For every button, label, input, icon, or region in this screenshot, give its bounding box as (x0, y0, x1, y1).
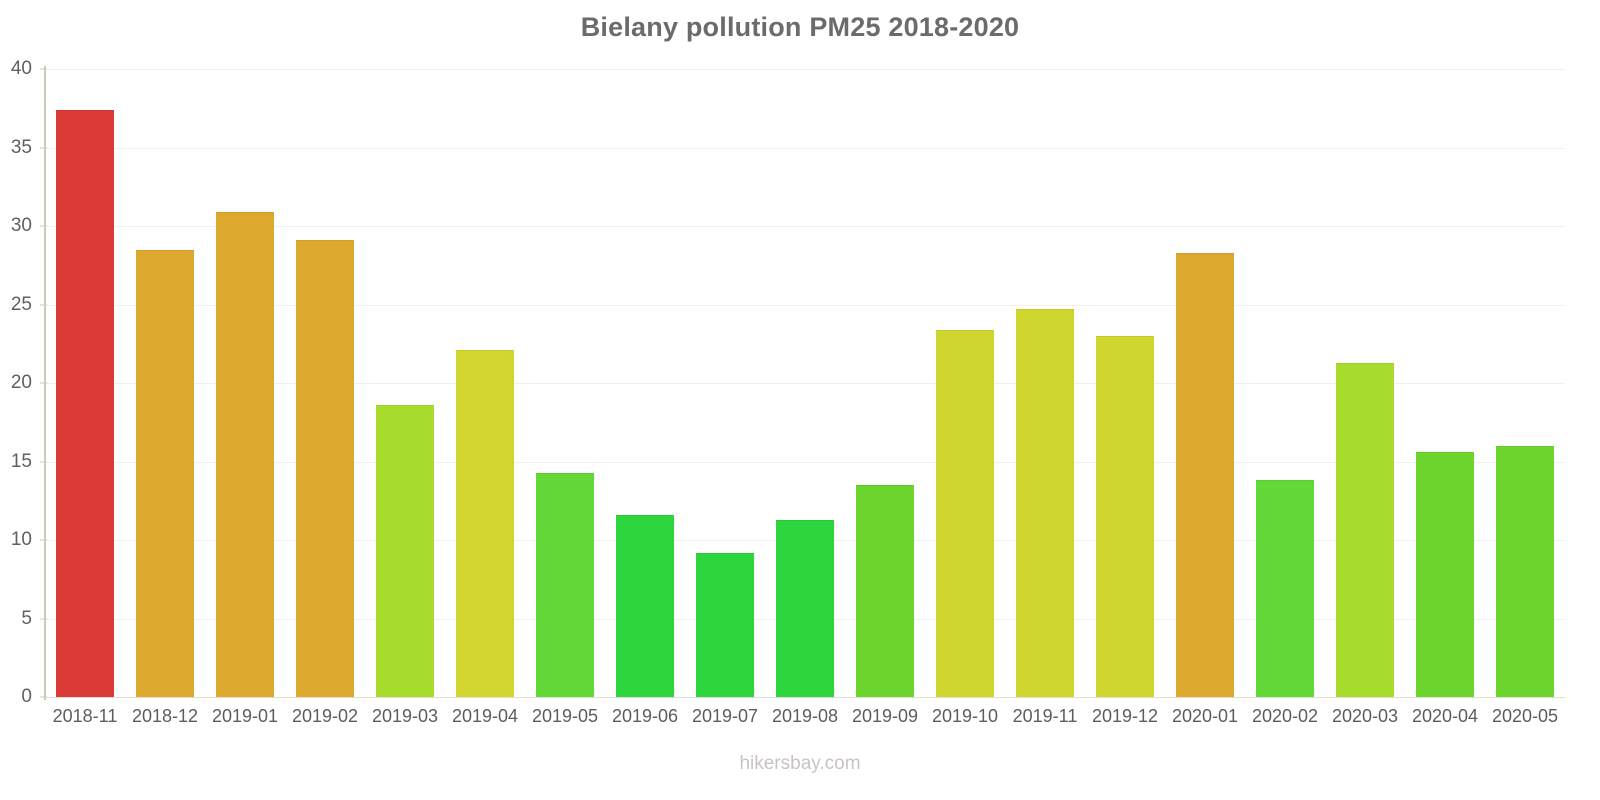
x-tick-label: 2018-11 (52, 706, 118, 726)
x-tick-label: 2020-03 (1331, 706, 1399, 726)
gridline (45, 697, 1565, 698)
x-tick-label: 2019-02 (291, 706, 359, 726)
x-tick-label: 2018-12 (131, 706, 199, 726)
y-tick-mark (40, 696, 47, 698)
x-tick-label: 2019-11 (1012, 706, 1078, 726)
bar[interactable] (776, 519, 834, 697)
y-tick-mark (40, 225, 47, 227)
bar[interactable] (536, 472, 594, 697)
bar[interactable] (376, 404, 434, 697)
x-tick-label: 2020-02 (1251, 706, 1319, 726)
y-tick-mark (40, 147, 47, 148)
x-tick-label: 2019-12 (1091, 706, 1159, 726)
x-tick-label: 2019-06 (611, 706, 679, 726)
bar[interactable] (936, 329, 994, 697)
y-tick-label: 40 (10, 58, 32, 79)
x-tick-label: 2019-08 (771, 706, 839, 726)
y-tick-mark (40, 461, 47, 462)
bar[interactable] (216, 211, 274, 697)
chart-title: Bielany pollution PM25 2018-2020 (580, 12, 1020, 42)
bar[interactable] (856, 485, 914, 697)
bar[interactable] (1016, 309, 1074, 697)
gridline (45, 147, 1565, 149)
gridline (45, 383, 1565, 384)
y-tick-mark (40, 68, 47, 70)
y-tick-label: 35 (10, 136, 32, 158)
footer-watermark: hikersbay.com (739, 753, 861, 774)
y-tick-label: 10 (10, 529, 32, 550)
x-axis-labels: 2018-11 2018-12 2019-01 2019-02 2019-03 2019-… (45, 706, 1565, 740)
y-tick-label: 30 (10, 215, 32, 236)
y-tick-label: 0 (21, 686, 32, 707)
gridline (45, 69, 1565, 70)
bar[interactable] (1496, 445, 1554, 697)
x-tick-label: 2019-03 (371, 706, 439, 726)
y-tick-label: 5 (21, 607, 32, 629)
y-tick-mark (40, 618, 47, 619)
bar[interactable] (1176, 252, 1234, 697)
bar[interactable] (56, 109, 114, 697)
y-tick-label: 15 (10, 450, 32, 472)
bar[interactable] (1336, 362, 1394, 697)
x-tick-label: 2019-05 (531, 706, 599, 726)
y-tick-label: 20 (10, 372, 32, 393)
bar[interactable] (456, 350, 514, 697)
gridline (45, 226, 1565, 227)
bar[interactable] (1256, 480, 1314, 697)
x-tick-label: 2019-09 (851, 706, 919, 726)
bar[interactable] (136, 249, 194, 697)
x-tick-label: 2019-01 (211, 706, 279, 726)
x-tick-label: 2019-07 (691, 706, 759, 726)
x-tick-label: 2019-10 (931, 706, 999, 726)
bar[interactable] (296, 240, 354, 697)
gridline (45, 304, 1565, 306)
bar[interactable] (616, 514, 674, 697)
x-tick-label: 2020-01 (1171, 706, 1239, 726)
x-tick-label: 2020-04 (1411, 706, 1479, 726)
bars-layer (45, 69, 1565, 697)
bar[interactable] (1096, 335, 1154, 697)
y-tick-mark (40, 304, 47, 305)
bar[interactable] (1416, 452, 1474, 697)
x-tick-label: 2020-05 (1491, 706, 1559, 726)
y-tick-label: 25 (10, 293, 32, 315)
y-tick-mark (40, 382, 47, 384)
y-tick-mark (40, 539, 47, 541)
x-tick-label: 2019-04 (451, 706, 519, 726)
plot-area (45, 69, 1565, 698)
bar[interactable] (696, 552, 754, 697)
gridline (45, 461, 1565, 463)
